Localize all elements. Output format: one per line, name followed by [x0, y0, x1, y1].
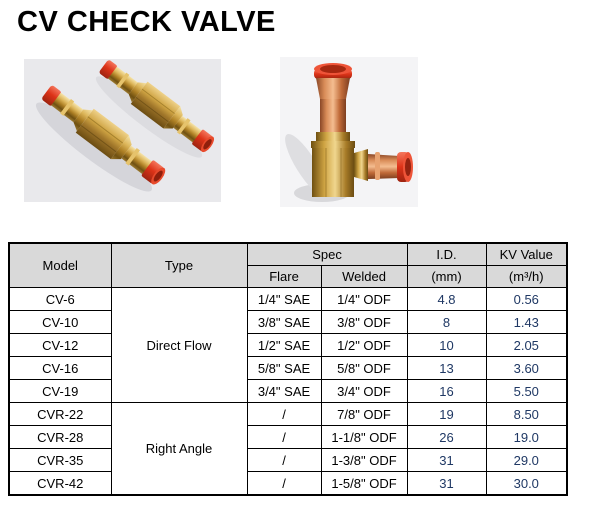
col-header-id-unit: (mm)	[406, 265, 487, 288]
cell-welded: 3/4" ODF	[320, 379, 408, 403]
cell-id: 16	[406, 379, 487, 403]
table-row: CVR-42 / 1-5/8" ODF 31 30.0	[8, 471, 568, 496]
cell-flare: /	[246, 448, 322, 472]
cell-kv: 0.56	[485, 287, 568, 311]
cell-flare: 3/8" SAE	[246, 310, 322, 334]
col-header-id: I.D.	[406, 242, 487, 266]
cell-welded: 1-5/8" ODF	[320, 471, 408, 496]
cell-welded: 1-3/8" ODF	[320, 448, 408, 472]
header-row-1: Model Type Spec I.D. KV Value	[8, 242, 568, 288]
cell-kv: 8.50	[485, 402, 568, 426]
table-row: CVR-35 / 1-3/8" ODF 31 29.0	[8, 448, 568, 472]
cell-kv: 3.60	[485, 356, 568, 380]
cell-kv: 29.0	[485, 448, 568, 472]
cell-id: 4.8	[406, 287, 487, 311]
header-row-2: Flare Welded (mm) (m³/h)	[9, 265, 568, 288]
cell-model: CVR-35	[8, 448, 112, 472]
cell-flare: 5/8" SAE	[246, 356, 322, 380]
cell-welded: 3/8" ODF	[320, 310, 408, 334]
cell-kv: 1.43	[485, 310, 568, 334]
spec-table: Model Type Spec I.D. KV Value Flare Weld…	[8, 242, 569, 496]
cell-model: CV-10	[8, 310, 112, 334]
cell-model: CVR-28	[8, 425, 112, 449]
cell-flare: /	[246, 471, 322, 496]
cell-id: 19	[406, 402, 487, 426]
col-header-kv-unit: (m³/h)	[485, 265, 568, 288]
cell-kv: 19.0	[485, 425, 568, 449]
cell-type-right-angle: Right Angle	[110, 402, 248, 496]
cell-model: CVR-42	[8, 471, 112, 496]
cell-welded: 7/8" ODF	[320, 402, 408, 426]
right-angle-valve-image	[280, 57, 418, 207]
direct-flow-valves-image	[24, 59, 221, 202]
cell-model: CV-16	[8, 356, 112, 380]
cell-flare: 1/2" SAE	[246, 333, 322, 357]
col-header-kv: KV Value	[485, 242, 568, 266]
page-title: CV CHECK VALVE	[17, 6, 276, 38]
cell-flare: 3/4" SAE	[246, 379, 322, 403]
table-row: CV-10 3/8" SAE 3/8" ODF 8 1.43	[8, 310, 568, 334]
cell-id: 10	[406, 333, 487, 357]
cell-flare: /	[246, 402, 322, 426]
cell-welded: 1/4" ODF	[320, 287, 408, 311]
cell-welded: 1-1/8" ODF	[320, 425, 408, 449]
table-row: CV-12 1/2" SAE 1/2" ODF 10 2.05	[8, 333, 568, 357]
cell-id: 26	[406, 425, 487, 449]
cell-welded: 5/8" ODF	[320, 356, 408, 380]
cell-id: 13	[406, 356, 487, 380]
cell-id: 31	[406, 448, 487, 472]
col-header-spec: Spec	[246, 242, 408, 266]
cell-id: 8	[406, 310, 487, 334]
cell-model: CVR-22	[8, 402, 112, 426]
cell-welded: 1/2" ODF	[320, 333, 408, 357]
table-row: CVR-22 Right Angle / 7/8" ODF 19 8.50	[8, 402, 568, 496]
cell-model: CV-12	[8, 333, 112, 357]
cell-model: CV-6	[8, 287, 112, 311]
col-header-type: Type	[110, 242, 248, 288]
cell-kv: 30.0	[485, 471, 568, 496]
col-header-welded: Welded	[320, 265, 408, 288]
table-row: CV-6 Direct Flow 1/4" SAE 1/4" ODF 4.8 0…	[8, 287, 568, 403]
cell-kv: 2.05	[485, 333, 568, 357]
cell-model: CV-19	[8, 379, 112, 403]
table-row: CV-16 5/8" SAE 5/8" ODF 13 3.60	[8, 356, 568, 380]
cell-kv: 5.50	[485, 379, 568, 403]
cell-flare: 1/4" SAE	[246, 287, 322, 311]
cell-id: 31	[406, 471, 487, 496]
table-row: CVR-28 / 1-1/8" ODF 26 19.0	[8, 425, 568, 449]
cell-flare: /	[246, 425, 322, 449]
cell-type-direct-flow: Direct Flow	[110, 287, 248, 403]
col-header-flare: Flare	[246, 265, 322, 288]
table-row: CV-19 3/4" SAE 3/4" ODF 16 5.50	[8, 379, 568, 403]
col-header-model: Model	[8, 242, 112, 288]
